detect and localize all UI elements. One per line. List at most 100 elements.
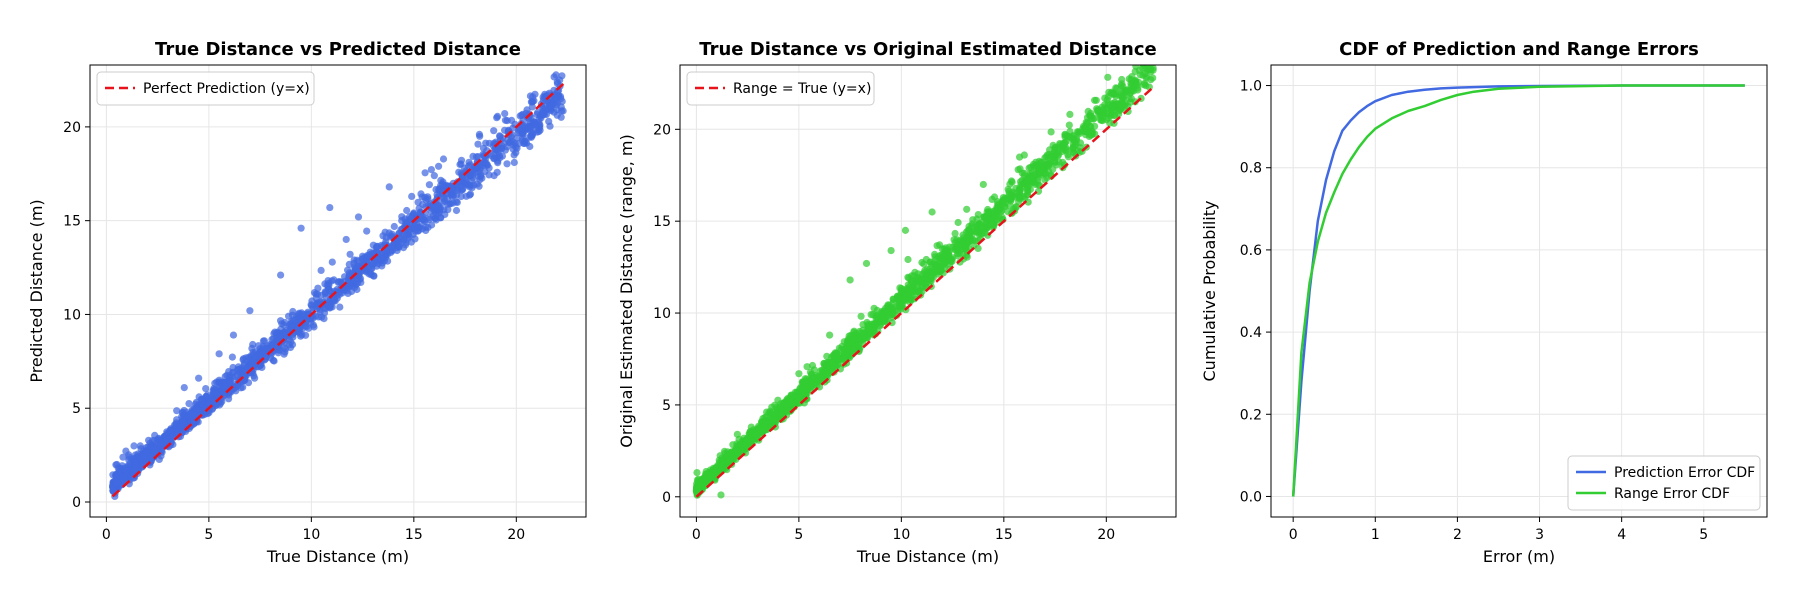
legend-label: Perfect Prediction (y=x) xyxy=(143,81,310,97)
data-point xyxy=(475,130,484,138)
data-point xyxy=(476,176,484,184)
data-point xyxy=(254,342,263,350)
data-point xyxy=(215,350,223,358)
data-point xyxy=(859,321,867,329)
data-point xyxy=(539,109,547,118)
data-point xyxy=(240,359,248,368)
legend-label: Prediction Error CDF xyxy=(1614,465,1755,481)
data-point xyxy=(290,316,298,324)
data-point xyxy=(496,154,504,162)
data-point xyxy=(1127,76,1135,84)
data-point xyxy=(1065,121,1073,129)
data-point xyxy=(420,217,428,225)
data-point xyxy=(866,326,874,334)
data-point xyxy=(248,344,256,352)
data-point xyxy=(307,301,315,309)
data-point xyxy=(1091,96,1099,104)
data-point xyxy=(887,246,895,255)
data-point xyxy=(909,288,917,296)
data-point xyxy=(959,234,968,242)
data-point xyxy=(846,276,854,284)
data-point xyxy=(193,405,201,413)
data-point xyxy=(382,238,390,246)
data-point xyxy=(202,385,210,393)
data-point xyxy=(840,355,848,363)
data-point xyxy=(430,172,438,180)
data-point xyxy=(526,133,534,141)
data-point xyxy=(472,153,481,161)
data-point xyxy=(951,239,959,247)
data-point xyxy=(459,185,467,193)
data-point xyxy=(901,292,910,300)
data-point xyxy=(918,258,926,267)
legend-label: Range Error CDF xyxy=(1614,486,1730,502)
y-tick-label: 15 xyxy=(653,214,671,230)
reference-line xyxy=(695,86,1155,498)
data-point xyxy=(195,374,203,382)
data-point xyxy=(806,385,814,393)
data-point xyxy=(276,333,284,341)
data-point xyxy=(553,111,561,119)
data-point xyxy=(718,465,726,473)
data-point xyxy=(113,479,121,487)
data-point xyxy=(763,426,771,434)
data-point xyxy=(136,442,144,450)
data-point xyxy=(151,447,159,455)
data-point xyxy=(163,428,171,436)
data-point xyxy=(717,491,725,499)
data-point xyxy=(975,227,983,235)
data-point xyxy=(221,383,229,391)
data-point xyxy=(872,312,880,320)
data-point xyxy=(810,366,818,374)
y-axis-label: Predicted Distance (m) xyxy=(27,199,46,382)
data-point xyxy=(981,221,990,229)
data-point xyxy=(501,116,509,124)
data-point xyxy=(553,78,561,86)
data-point xyxy=(371,259,379,267)
data-point xyxy=(1020,151,1028,159)
data-point xyxy=(466,161,474,169)
y-tick-label: 10 xyxy=(653,306,671,322)
data-point xyxy=(963,253,971,261)
legend-box xyxy=(1567,455,1761,511)
data-point xyxy=(403,206,411,215)
data-point xyxy=(742,441,750,449)
data-point xyxy=(963,205,971,213)
data-point xyxy=(1020,169,1028,177)
data-point xyxy=(119,453,127,461)
data-point xyxy=(310,323,318,331)
data-point xyxy=(843,345,851,353)
data-point xyxy=(817,376,825,384)
data-point xyxy=(1005,195,1013,203)
data-point xyxy=(733,430,741,438)
data-point xyxy=(1023,183,1031,191)
data-point xyxy=(212,401,220,409)
data-point xyxy=(452,198,460,206)
data-point xyxy=(729,441,737,449)
data-point xyxy=(834,354,842,362)
chart-panel-1: 0 5 10 15 20 0 5 10 15 20 True Distance vs Predict… xyxy=(27,39,587,566)
data-point xyxy=(320,309,329,317)
axes-frame xyxy=(679,64,1177,518)
plot-area xyxy=(1291,84,1745,497)
data-point xyxy=(501,146,509,154)
data-point xyxy=(907,296,915,304)
data-point xyxy=(251,374,259,382)
data-point xyxy=(210,389,218,397)
y-tick-label: 20 xyxy=(653,122,671,138)
data-point xyxy=(505,138,514,146)
chart-title: True Distance vs Predicted Distance xyxy=(155,39,521,60)
data-point xyxy=(917,278,925,287)
data-point xyxy=(1144,66,1152,74)
data-point xyxy=(493,114,501,122)
data-point xyxy=(130,442,138,450)
data-point xyxy=(826,331,834,339)
data-point xyxy=(974,244,982,252)
data-point xyxy=(345,269,353,277)
data-point xyxy=(448,185,456,193)
data-point xyxy=(421,169,429,177)
data-point xyxy=(457,156,466,164)
data-point xyxy=(198,395,206,403)
data-point xyxy=(553,93,561,101)
data-point xyxy=(854,334,863,342)
